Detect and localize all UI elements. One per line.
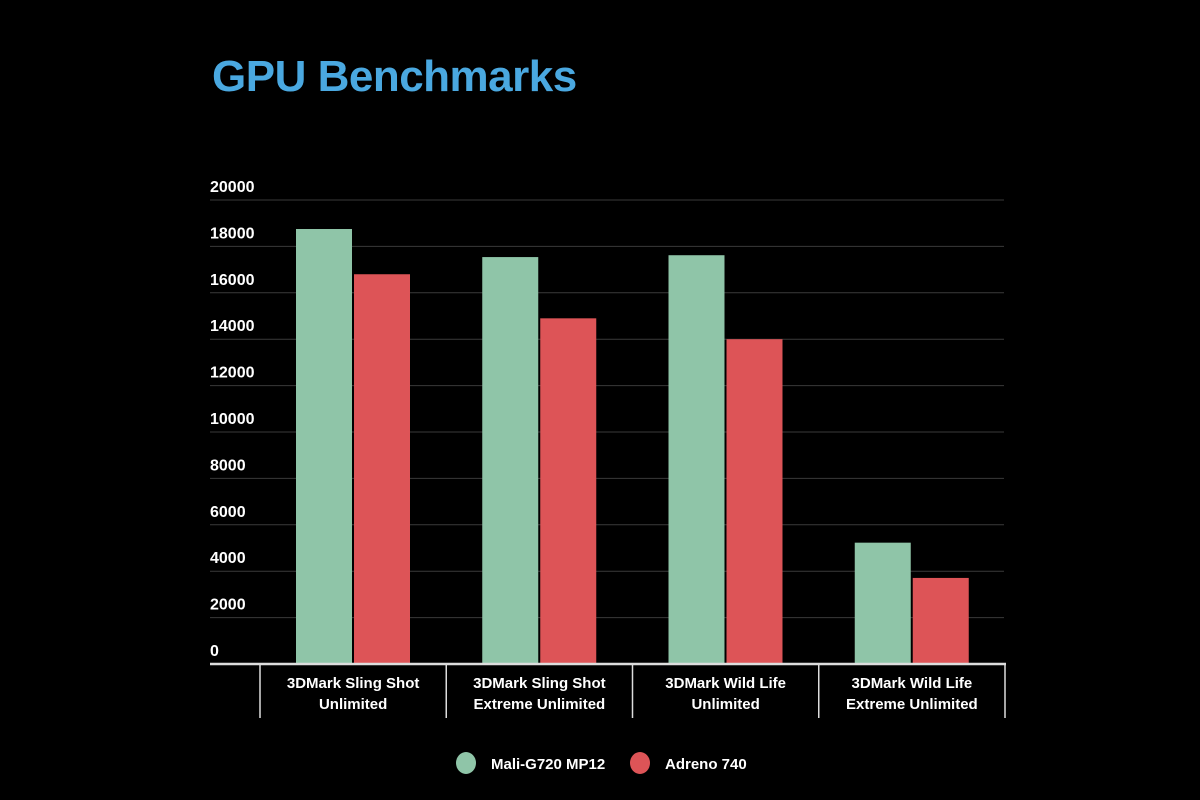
y-tick-label: 14000 bbox=[210, 318, 255, 335]
legend-swatch bbox=[456, 752, 476, 774]
x-tick-label: Unlimited bbox=[319, 696, 387, 713]
y-tick-label: 8000 bbox=[210, 457, 246, 474]
bar-mali-g720-mp12 bbox=[668, 255, 725, 664]
bar-adreno-740 bbox=[726, 339, 783, 664]
y-tick-label: 4000 bbox=[210, 550, 246, 567]
x-tick-label: Extreme Unlimited bbox=[846, 696, 978, 713]
y-tick-label: 20000 bbox=[210, 179, 255, 196]
x-tick-label: Unlimited bbox=[691, 696, 759, 713]
chart-title: GPU Benchmarks bbox=[212, 52, 577, 101]
x-tick-label: Extreme Unlimited bbox=[474, 696, 606, 713]
legend-label: Mali-G720 MP12 bbox=[491, 756, 605, 773]
y-tick-label: 16000 bbox=[210, 272, 255, 289]
bar-adreno-740 bbox=[354, 274, 410, 664]
bar-mali-g720-mp12 bbox=[854, 542, 911, 664]
y-tick-label: 0 bbox=[210, 643, 219, 660]
legend-swatch bbox=[630, 752, 650, 774]
x-tick-label: 3DMark Sling Shot bbox=[287, 675, 420, 692]
x-tick-label: 3DMark Sling Shot bbox=[473, 675, 606, 692]
bar-adreno-740 bbox=[540, 318, 597, 664]
y-tick-label: 18000 bbox=[210, 225, 255, 242]
y-tick-label: 12000 bbox=[210, 365, 255, 382]
bar-adreno-740 bbox=[912, 577, 969, 664]
y-tick-label: 6000 bbox=[210, 504, 246, 521]
y-tick-label: 10000 bbox=[210, 411, 255, 428]
y-tick-label: 2000 bbox=[210, 597, 246, 614]
x-tick-label: 3DMark Wild Life bbox=[852, 675, 973, 692]
bar-mali-g720-mp12 bbox=[296, 229, 352, 664]
legend-label: Adreno 740 bbox=[665, 756, 747, 773]
bar-mali-g720-mp12 bbox=[482, 257, 539, 664]
x-tick-label: 3DMark Wild Life bbox=[665, 675, 786, 692]
